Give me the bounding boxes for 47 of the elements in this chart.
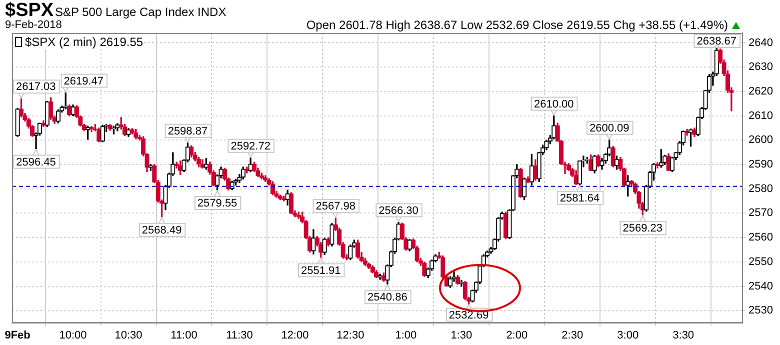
x-tick-label: 1:30: [450, 329, 472, 342]
text: 9-Feb-2018: [5, 19, 62, 31]
y-tick-label: 2640: [748, 36, 774, 49]
annotation: 2579.55: [197, 197, 238, 210]
annotation: 2592.72: [230, 140, 270, 152]
annotation: 2598.87: [168, 125, 208, 138]
annotation: 2568.49: [142, 224, 182, 236]
chart-title: $SPX: [5, 0, 54, 21]
y-tick-label: 2590: [748, 158, 774, 171]
annotation: 2540.86: [368, 292, 408, 304]
y-tick-label: 2600: [748, 134, 774, 146]
x-tick-label: 1:00: [395, 329, 417, 342]
x-tick-label: 10:00: [59, 329, 87, 342]
y-tick-label: 2620: [748, 85, 774, 98]
annotation: 2569.23: [622, 222, 663, 235]
annotation: 2617.03: [16, 81, 56, 94]
x-tick-label: 12:00: [281, 329, 309, 342]
x-tick-label: 3:00: [617, 329, 639, 342]
x-tick-label: 2:00: [506, 329, 528, 342]
annotation: 2532.69: [448, 309, 489, 322]
x-tick-label: 11:00: [170, 329, 198, 342]
y-tick-label: 2630: [748, 61, 774, 74]
x-tick-label: 12:30: [336, 329, 364, 342]
y-tick-label: 2560: [748, 232, 774, 244]
y-tick-label: 2570: [748, 207, 774, 220]
chart-subtitle: S&P 500 Large Cap Index INDX: [55, 5, 226, 19]
annotation: 2619.47: [64, 75, 104, 88]
annotation: 2596.45: [16, 156, 56, 168]
legend-label: $SPX (2 min) 2619.55: [25, 35, 144, 49]
y-tick-label: 2530: [748, 304, 774, 317]
x-tick-label: 3:30: [672, 329, 694, 342]
x-tick-label: 2:30: [562, 329, 584, 342]
y-tick-label: 2540: [748, 280, 774, 292]
x-tick-label: 11:30: [226, 329, 253, 342]
annotation: 2567.98: [316, 200, 356, 213]
y-tick-label: 2550: [748, 256, 774, 268]
annotation: 2551.91: [300, 264, 341, 277]
annotation: 2610.00: [534, 98, 574, 110]
y-tick-label: 2610: [748, 110, 774, 122]
annotation: 2638.67: [696, 36, 737, 48]
annotation: 2600.09: [589, 122, 630, 134]
x-tick-label: 9Feb: [4, 329, 31, 342]
annotation: 2581.64: [560, 192, 600, 204]
y-tick-label: 2580: [748, 182, 774, 195]
text: Open 2601.78 High 2638.67 Low 2532.69 Close 2619.55 Chg +38.55 (+1.49%): [306, 18, 728, 32]
annotation: 2566.30: [378, 204, 418, 217]
x-tick-label: 10:30: [114, 329, 142, 342]
